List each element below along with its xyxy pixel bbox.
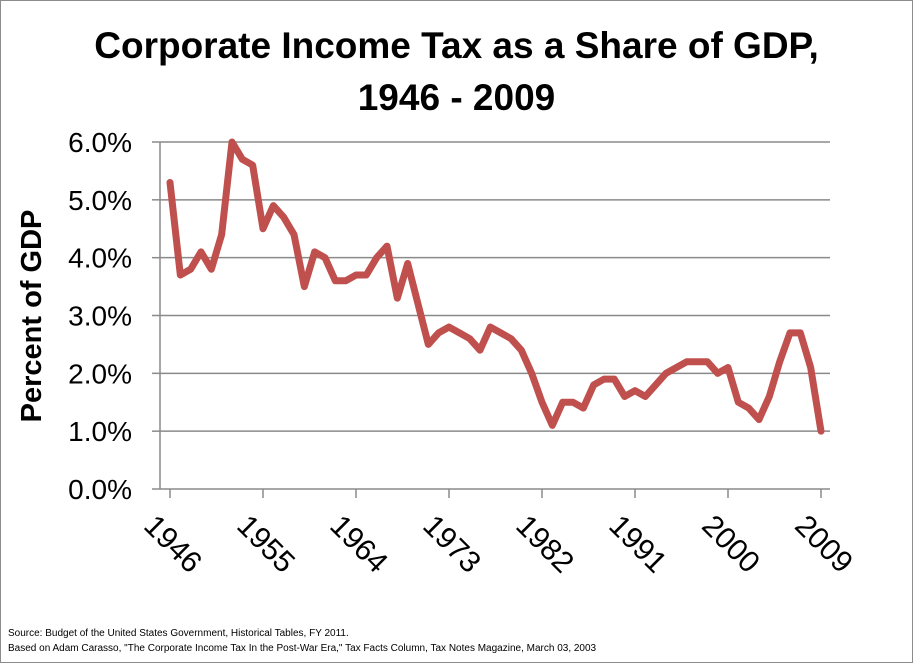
data-point <box>187 266 194 273</box>
data-point <box>208 266 215 273</box>
data-point <box>218 231 225 238</box>
data-point <box>756 416 763 423</box>
y-tick-label: 1.0% <box>68 416 132 447</box>
data-point <box>807 364 814 371</box>
y-tick-label: 0.0% <box>68 474 132 505</box>
data-point <box>601 376 608 383</box>
data-point <box>249 162 256 169</box>
data-point <box>725 364 732 371</box>
x-tick-label: 1991 <box>602 509 673 580</box>
data-point <box>477 347 484 354</box>
data-point <box>280 214 287 221</box>
x-tick-label: 2009 <box>788 509 859 580</box>
data-point <box>663 370 670 377</box>
data-point <box>342 277 349 284</box>
series-line <box>166 138 825 435</box>
data-point <box>353 272 360 279</box>
data-point <box>487 324 494 331</box>
data-point <box>745 405 752 412</box>
data-point <box>363 272 370 279</box>
data-point <box>652 381 659 388</box>
chart-title-line-1: Corporate Income Tax as a Share of GDP, <box>94 25 819 66</box>
y-tick-label: 6.0% <box>68 127 132 158</box>
data-point <box>415 300 422 307</box>
data-point <box>373 254 380 261</box>
data-point <box>818 428 825 435</box>
y-tick-label: 5.0% <box>68 185 132 216</box>
data-point <box>590 381 597 388</box>
y-axis-label: Percent of GDP <box>16 210 48 423</box>
source-note-line-2: Based on Adam Carasso, "The Corporate In… <box>8 643 597 654</box>
data-point <box>301 283 308 290</box>
y-tick-label: 2.0% <box>68 358 132 389</box>
data-point <box>559 399 566 406</box>
data-point <box>435 329 442 336</box>
data-point <box>611 376 618 383</box>
x-tick-label: 1955 <box>230 509 301 580</box>
data-point <box>518 347 525 354</box>
data-point <box>683 358 690 365</box>
x-tick-label: 2000 <box>695 509 766 580</box>
data-point <box>787 329 794 336</box>
data-point <box>291 231 298 238</box>
data-point <box>167 179 174 186</box>
data-point <box>384 243 391 250</box>
data-point <box>766 393 773 400</box>
data-point <box>694 358 701 365</box>
data-point <box>580 405 587 412</box>
data-point <box>322 254 329 261</box>
y-tick-label: 3.0% <box>68 301 132 332</box>
data-point <box>394 295 401 302</box>
data-point <box>797 329 804 336</box>
data-point <box>466 335 473 342</box>
source-note-line-1: Source: Budget of the United States Gove… <box>8 628 349 639</box>
x-tick-label: 1964 <box>323 509 394 580</box>
data-point <box>456 329 463 336</box>
data-point <box>704 358 711 365</box>
data-point <box>632 387 639 394</box>
x-axis-ticks: 1946 1955 1964 1973 1982 1991 2000 2009 <box>137 489 859 580</box>
data-point <box>735 399 742 406</box>
data-point <box>311 248 318 255</box>
data-point <box>549 422 556 429</box>
data-point <box>260 225 267 232</box>
data-point <box>177 272 184 279</box>
data-point <box>229 139 236 146</box>
data-point <box>714 370 721 377</box>
data-point <box>270 202 277 209</box>
data-point <box>404 260 411 267</box>
y-axis-ticks: 0.0% 1.0% 2.0% 3.0% 4.0% 5.0% 6.0% <box>68 127 160 505</box>
data-point <box>198 248 205 255</box>
data-point <box>446 324 453 331</box>
data-point <box>621 393 628 400</box>
data-point <box>776 358 783 365</box>
data-point <box>497 329 504 336</box>
data-point <box>425 341 432 348</box>
data-point <box>508 335 515 342</box>
data-point <box>539 399 546 406</box>
data-point <box>673 364 680 371</box>
x-tick-label: 1973 <box>416 509 487 580</box>
data-point <box>239 156 246 163</box>
data-point <box>642 393 649 400</box>
series <box>166 138 825 435</box>
x-tick-label: 1982 <box>509 509 580 580</box>
data-point <box>528 370 535 377</box>
chart-title: Corporate Income Tax as a Share of GDP, … <box>0 20 913 124</box>
x-tick-label: 1946 <box>137 509 208 580</box>
gridlines <box>160 141 830 432</box>
y-tick-label: 4.0% <box>68 243 132 274</box>
chart-title-line-2: 1946 - 2009 <box>357 77 556 118</box>
data-point <box>570 399 577 406</box>
data-point <box>332 277 339 284</box>
